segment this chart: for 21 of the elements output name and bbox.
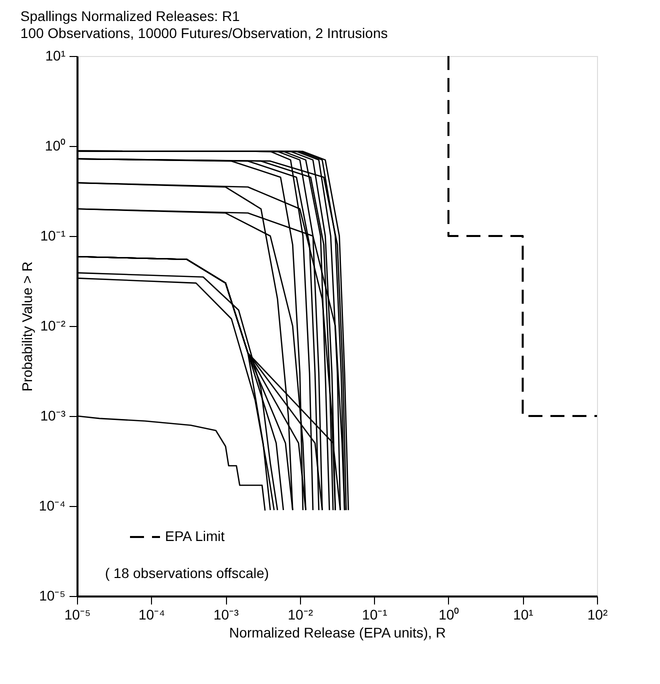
y-tick-label: 10⁻² (40, 318, 66, 334)
x-tick-label: 10⁻¹ (362, 606, 388, 622)
x-tick-label: 10⁻⁵ (64, 606, 91, 622)
x-tick-label: 10⁰ (438, 606, 460, 622)
x-tick-label: 10⁻⁴ (138, 606, 166, 622)
x-tick-label: 10² (587, 606, 608, 622)
x-tick-label: 10⁻³ (213, 606, 240, 622)
x-axis-title: Normalized Release (EPA units), R (229, 624, 446, 640)
y-tick-label: 10⁻¹ (40, 228, 66, 244)
y-tick-label: 10¹ (45, 48, 66, 64)
chart-subtitle: 100 Observations, 10000 Futures/Observation, 2 Intrusions (20, 25, 388, 41)
y-tick-label: 10⁻³ (40, 408, 66, 424)
y-tick-label: 10⁻⁴ (38, 498, 66, 514)
x-tick-label: 10¹ (513, 606, 534, 622)
annotation: ( 18 observations offscale) (105, 565, 269, 581)
x-tick-label: 10⁻² (288, 606, 314, 622)
y-axis-title: Probability Value > R (18, 261, 35, 392)
legend-label: EPA Limit (165, 528, 225, 544)
y-tick-label: 10⁰ (44, 138, 66, 154)
chart-title: Spallings Normalized Releases: R1 (20, 8, 240, 24)
y-tick-label: 10⁻⁵ (39, 588, 66, 604)
